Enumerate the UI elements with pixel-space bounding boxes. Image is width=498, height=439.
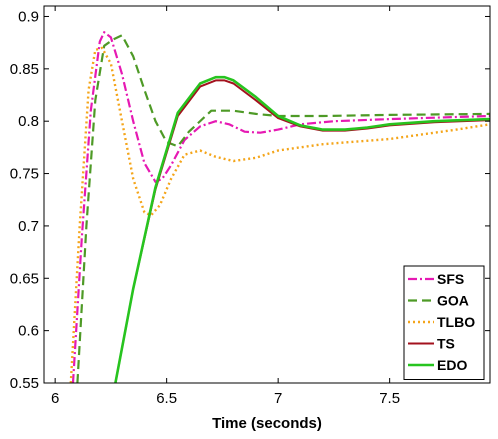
axes-frame bbox=[43, 5, 491, 384]
legend-label-goa: GOA bbox=[437, 293, 469, 309]
legend-box bbox=[403, 265, 485, 380]
series-line-sfs bbox=[71, 31, 490, 383]
legend-label-edo: EDO bbox=[437, 357, 467, 373]
x-tick-label: 7 bbox=[274, 390, 282, 407]
y-tick-label: 0.75 bbox=[10, 166, 39, 183]
y-tick-label: 0.55 bbox=[10, 375, 39, 392]
legend: SFS GOA TLBO TS EDO bbox=[403, 265, 485, 380]
x-tick-label: 7.5 bbox=[379, 390, 400, 407]
y-tick-label: 0.85 bbox=[10, 61, 39, 78]
x-axis-title: Time (seconds) bbox=[212, 415, 322, 432]
y-axis: 0.55 0.6 0.65 0.7 0.75 0.8 0.85 0.9 bbox=[10, 8, 490, 392]
legend-label-sfs: SFS bbox=[437, 271, 464, 287]
plot-lines bbox=[69, 31, 490, 383]
series-line-edo bbox=[114, 75, 490, 383]
legend-label-ts: TS bbox=[437, 336, 455, 352]
x-axis: 6 6.5 7 7.5 bbox=[51, 6, 400, 407]
legend-label-tlbo: TLBO bbox=[437, 314, 475, 330]
y-tick-label: 0.9 bbox=[18, 8, 39, 25]
y-tick-label: 0.6 bbox=[18, 323, 39, 340]
y-tick-label: 0.7 bbox=[18, 218, 39, 235]
x-tick-label: 6.5 bbox=[156, 390, 177, 407]
x-tick-label: 6 bbox=[51, 390, 59, 407]
y-tick-label: 0.65 bbox=[10, 270, 39, 287]
y-tick-label: 0.8 bbox=[18, 113, 39, 130]
